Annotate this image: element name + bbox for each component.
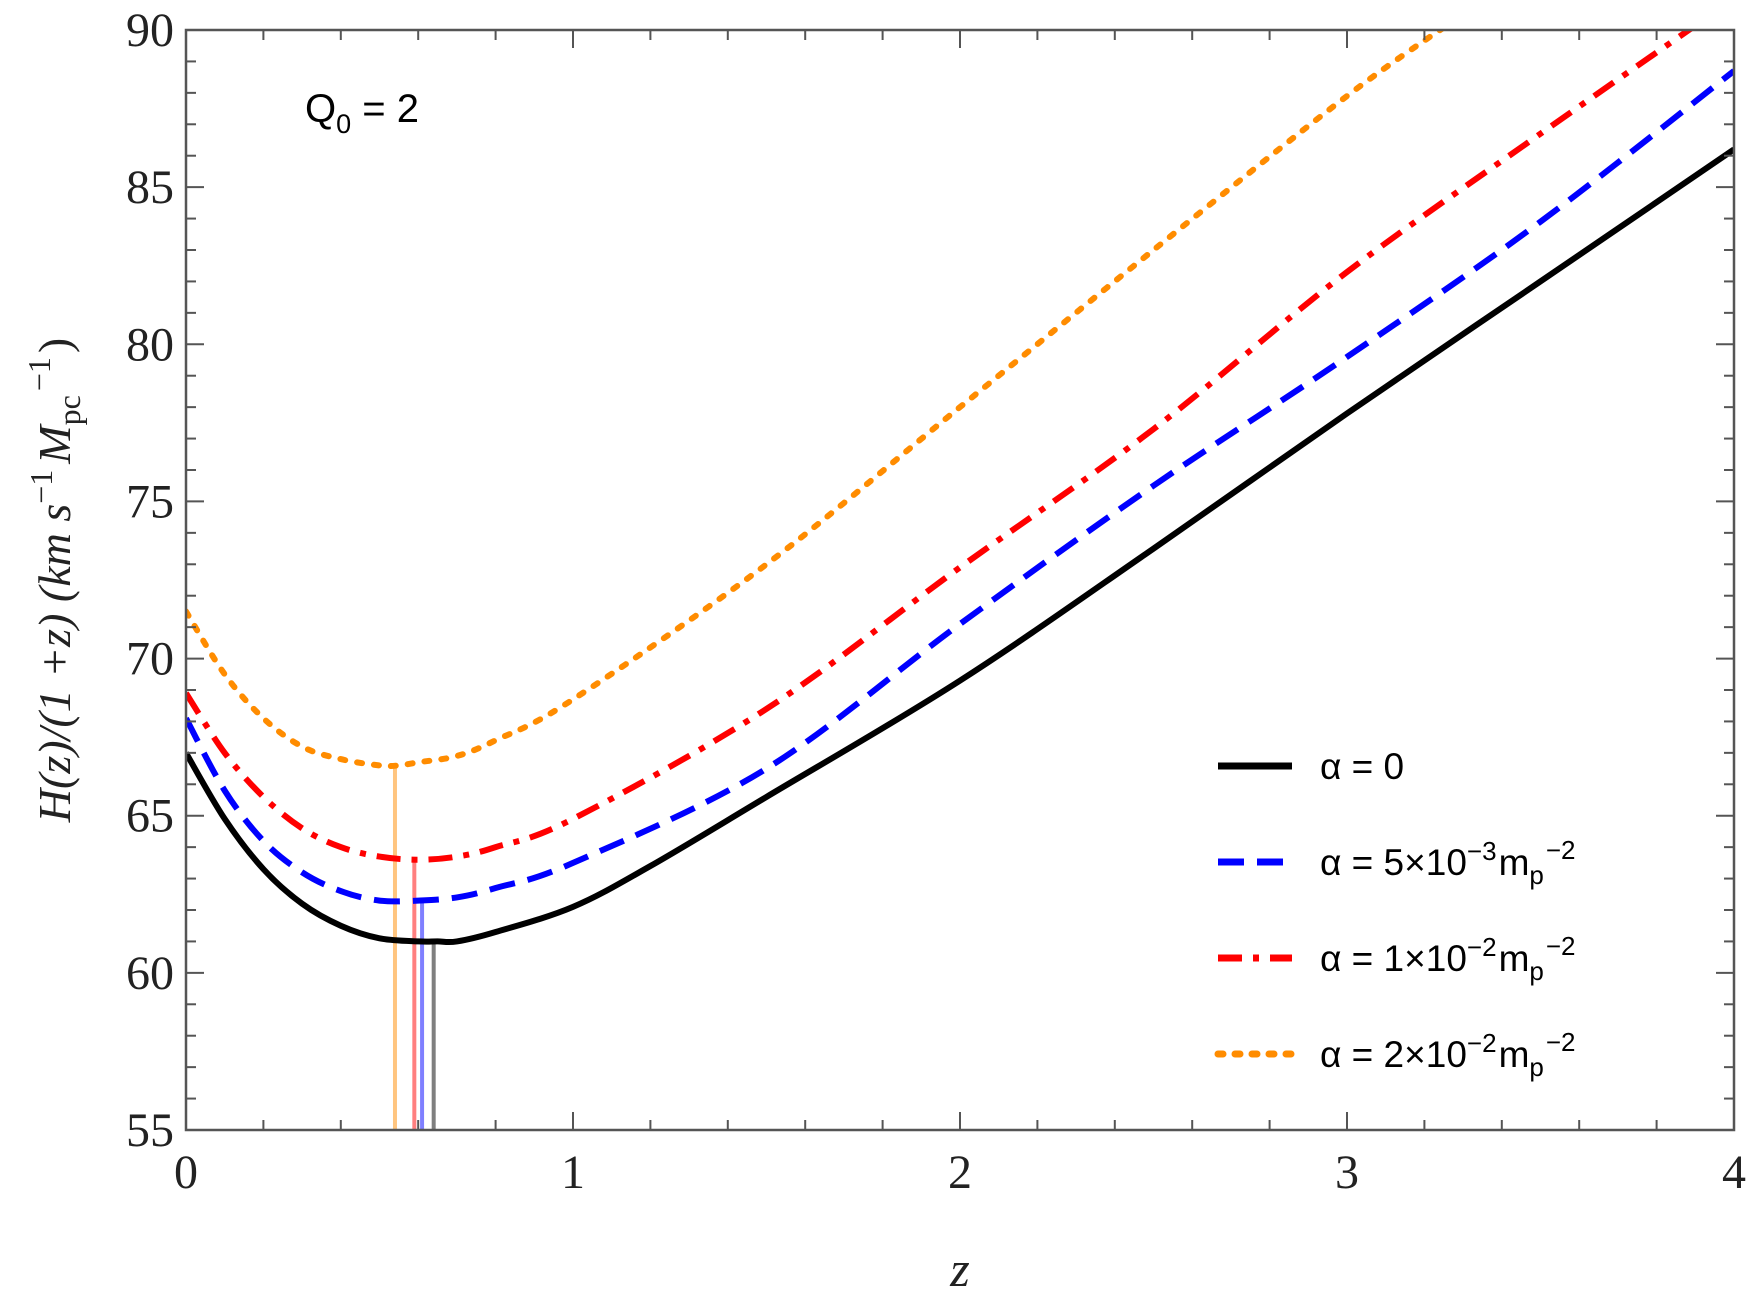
q0-annotation-q: Q bbox=[305, 87, 336, 131]
legend-label-1-sup2: −2 bbox=[1546, 835, 1576, 865]
y-label-sup2: −1 bbox=[21, 357, 57, 391]
y-tick-label-5: 80 bbox=[126, 318, 174, 371]
legend-label-2-sup1: −2 bbox=[1467, 932, 1497, 962]
legend-label-1-pre: α = 5×10 bbox=[1320, 842, 1467, 883]
y-label-sup1: −1 bbox=[23, 470, 59, 504]
y-label-s: s bbox=[29, 504, 80, 522]
legend-label-1-mid: m bbox=[1499, 842, 1530, 883]
series-line-3 bbox=[186, 30, 1446, 770]
legend-label-2-sub: p bbox=[1529, 956, 1543, 986]
y-tick-label-2: 65 bbox=[126, 790, 174, 843]
x-tick-label-2: 2 bbox=[948, 1146, 972, 1199]
y-axis-label: H(z)/(1 +z) (km s−1Mpc−1) bbox=[21, 338, 87, 823]
ticks bbox=[185, 29, 1735, 1131]
y-tick-label-1: 60 bbox=[126, 947, 174, 1000]
minimum-markers bbox=[392, 765, 436, 1130]
x-tick-label-4: 4 bbox=[1722, 1146, 1746, 1199]
legend-label-1: α = 5×10−3mp−2 bbox=[1320, 835, 1576, 890]
tick-labels: 0 1 2 3 4 55 60 65 70 75 80 85 90 bbox=[126, 4, 1746, 1199]
legend-label-2-sup2: −2 bbox=[1546, 931, 1576, 961]
q0-annotation: Q0 = 2 bbox=[305, 87, 419, 139]
x-tick-label-0: 0 bbox=[174, 1146, 198, 1199]
y-tick-label-6: 85 bbox=[126, 161, 174, 214]
legend-label-3-sup2: −2 bbox=[1546, 1027, 1576, 1057]
series-line-0 bbox=[186, 146, 1734, 946]
y-label-pre: H(z)/(1 +z) (km bbox=[29, 522, 80, 824]
legend-label-3-sub: p bbox=[1529, 1052, 1543, 1082]
q0-annotation-sub: 0 bbox=[336, 109, 351, 139]
legend-label-3: α = 2×10−2mp−2 bbox=[1320, 1027, 1576, 1082]
legend-label-2: α = 1×10−2mp−2 bbox=[1320, 931, 1576, 986]
legend: α = 0α = 5×10−3mp−2α = 1×10−2mp−2α = 2×1… bbox=[1214, 746, 1576, 1082]
legend-label-1-sub: p bbox=[1529, 860, 1543, 890]
y-label-M: M bbox=[29, 423, 80, 465]
legend-label-0-pre: α = 0 bbox=[1320, 746, 1404, 787]
x-axis-label: z bbox=[949, 1241, 969, 1297]
x-tick-label-1: 1 bbox=[561, 1146, 585, 1199]
series-line-2 bbox=[186, 30, 1695, 863]
legend-label-0: α = 0 bbox=[1320, 746, 1404, 787]
y-label-sub: pc bbox=[51, 395, 87, 425]
y-tick-label-4: 75 bbox=[126, 475, 174, 528]
legend-label-2-mid: m bbox=[1499, 938, 1530, 979]
legend-label-3-pre: α = 2×10 bbox=[1320, 1034, 1467, 1075]
y-tick-label-0: 55 bbox=[126, 1104, 174, 1157]
y-label-post: ) bbox=[29, 338, 80, 353]
legend-label-3-mid: m bbox=[1499, 1034, 1530, 1075]
series-line-1 bbox=[186, 68, 1734, 905]
curves bbox=[186, 30, 1734, 946]
x-tick-label-3: 3 bbox=[1335, 1146, 1359, 1199]
y-tick-label-3: 70 bbox=[126, 633, 174, 686]
legend-label-2-pre: α = 1×10 bbox=[1320, 938, 1467, 979]
y-tick-label-7: 90 bbox=[126, 4, 174, 57]
legend-label-3-sup1: −2 bbox=[1467, 1028, 1497, 1058]
q0-annotation-rest: = 2 bbox=[351, 87, 419, 131]
legend-label-1-sup1: −3 bbox=[1467, 836, 1497, 866]
